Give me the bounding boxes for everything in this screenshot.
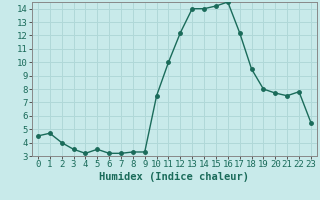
X-axis label: Humidex (Indice chaleur): Humidex (Indice chaleur): [100, 172, 249, 182]
